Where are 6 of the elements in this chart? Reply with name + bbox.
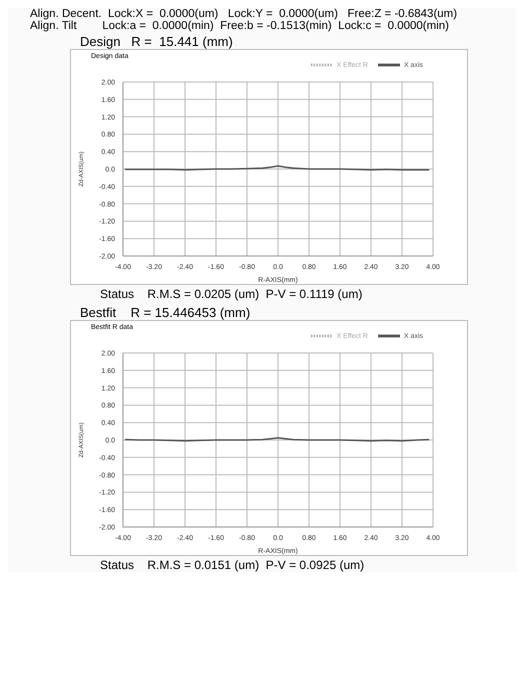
chart-title: Bestfit R = 15.446453 (mm) <box>80 305 252 320</box>
text: Align. Decent. Lock:X = 0.0000(um) Lock:Y = 0.0000(um) Free:Z = -0.6843(um) <box>30 8 458 20</box>
chart-title: Design R = 15.441 (mm) <box>80 34 234 49</box>
text: Status R.M.S = 0.0205 (um) P-V = 0.1119 (um) <box>100 287 364 301</box>
text: Align. Tilt Lock:a = 0.0000(min) Free:b = -0.1513(min) Lock:c = 0.0000(min) <box>30 20 450 32</box>
text: Status R.M.S = 0.0151 (um) P-V = 0.0925 (um) <box>100 558 366 572</box>
